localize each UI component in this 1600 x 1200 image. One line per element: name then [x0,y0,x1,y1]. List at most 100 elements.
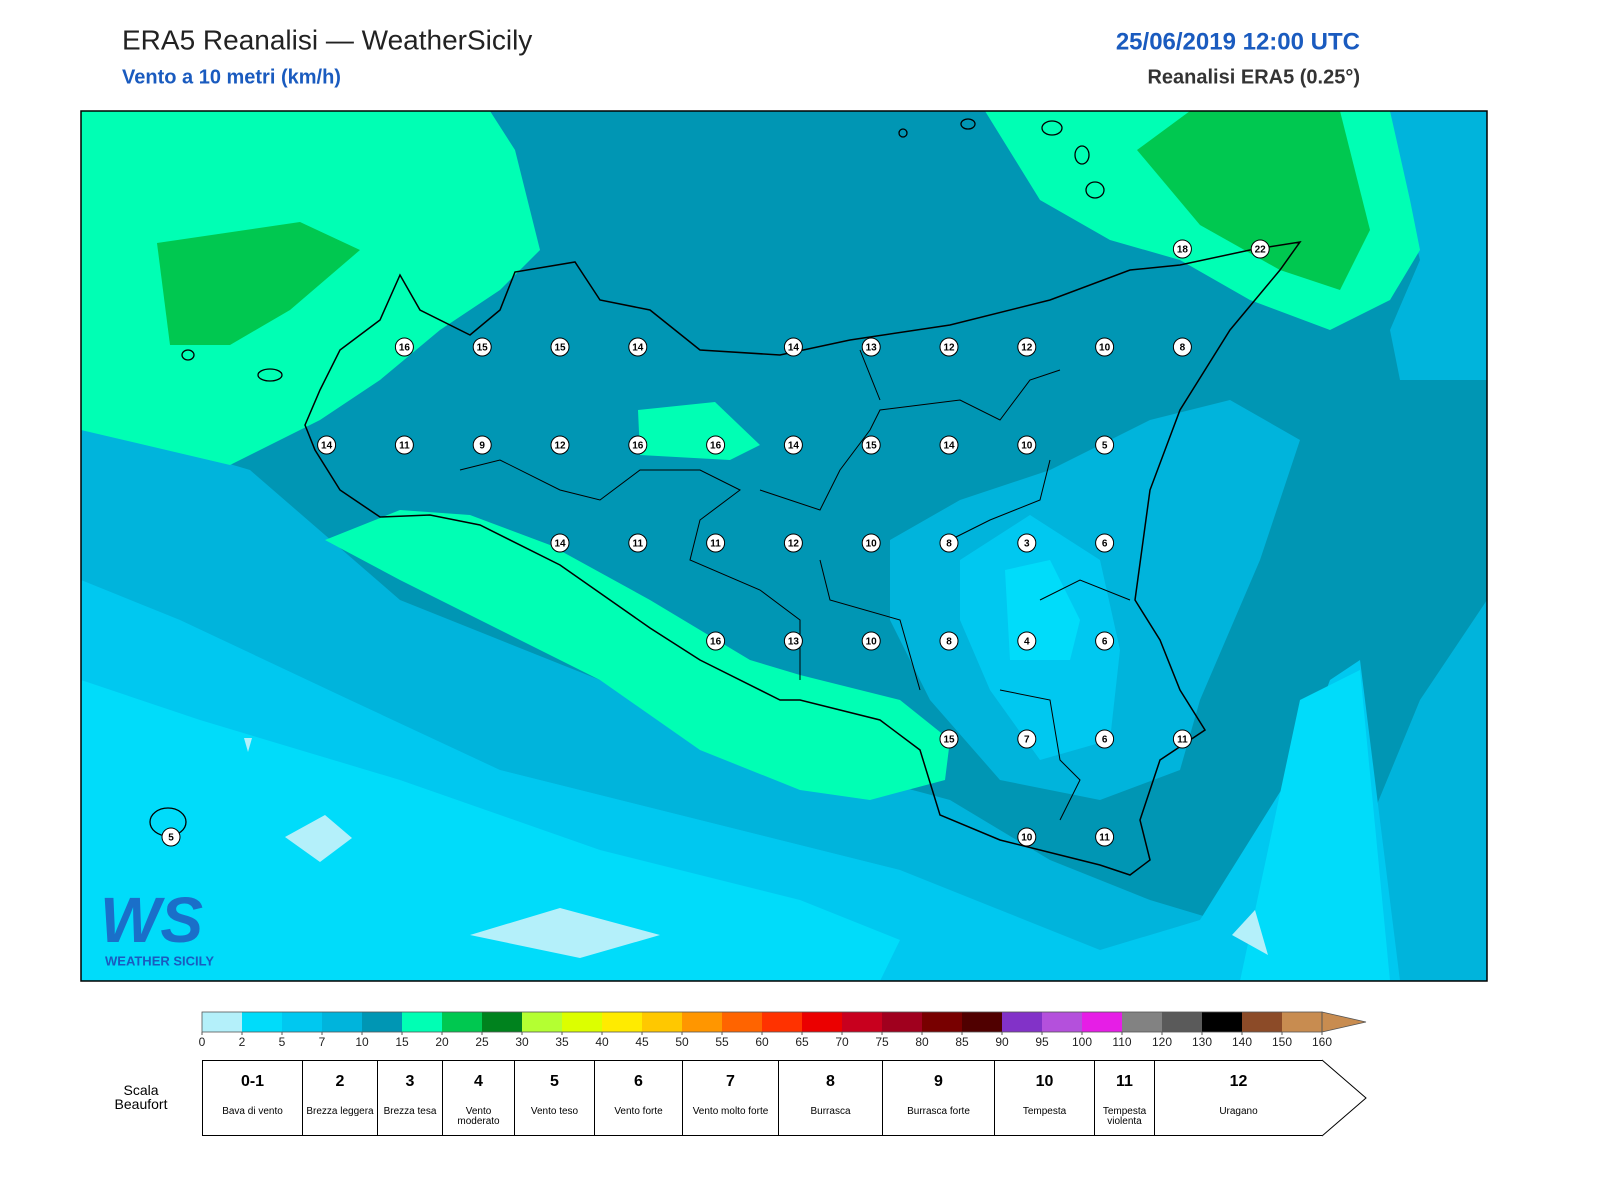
station-value: 8 [946,637,952,648]
beaufort-label: Brezza leggera [306,1106,374,1117]
beaufort-force: 8 [826,1073,835,1090]
colorbar-tick-label: 150 [1272,1035,1292,1049]
colorbar-cell [402,1012,442,1032]
colorbar-tick-label: 7 [319,1035,326,1049]
station-value: 11 [633,539,644,550]
station-value: 14 [788,441,800,452]
station-value: 11 [1099,833,1110,844]
beaufort-level: 9 Burrasca forte [882,1060,994,1136]
colorbar-cell [682,1012,722,1032]
station-value: 11 [399,441,410,452]
colorbar-cell [322,1012,362,1032]
beaufort-level: 12 Uragano [1154,1060,1322,1136]
beaufort-label: Bava di vento [222,1106,283,1117]
station-value: 11 [710,539,721,550]
field [244,738,252,752]
station-value: 15 [477,343,489,354]
station-marker [1017,533,1037,553]
station-marker [939,729,959,749]
beaufort-force: 2 [335,1073,345,1090]
station-value: 8 [946,539,952,550]
station-value: 16 [710,441,722,452]
station-marker [1017,631,1037,651]
field [1232,910,1268,955]
logo: WS [100,884,203,956]
colorbar-cell [1162,1012,1202,1032]
colorbar-cell [242,1012,282,1032]
colorbar-cell [1042,1012,1082,1032]
beaufort-label: Burrasca forte [907,1106,970,1117]
beaufort-label: Brezza tesa [383,1106,437,1117]
station-value: 22 [1255,245,1267,256]
beaufort-label: Uragano [1219,1106,1258,1117]
field [1137,111,1370,290]
coastline [304,240,1302,876]
date: 25/06/2019 12:00 UTC [1116,28,1360,55]
colorbar-cell [1122,1012,1162,1032]
station-marker [939,435,959,455]
station-value: 8 [1180,343,1186,354]
colorbar-cell [762,1012,802,1032]
station-value: 15 [554,343,566,354]
station-value: 6 [1102,637,1108,648]
beaufort-force: 3 [405,1073,415,1090]
station-value: 10 [1021,441,1033,452]
station-value: 4 [1024,637,1030,648]
station-value: 10 [1099,343,1111,354]
station-value: 15 [943,735,955,746]
station-value: 15 [866,441,878,452]
station-value: 5 [168,833,174,844]
beaufort-label: Vento molto forte [692,1106,769,1117]
beaufort-force: 12 [1229,1073,1248,1090]
station-value: 7 [1024,735,1030,746]
field [470,908,660,958]
beaufort-level: 8 Burrasca [778,1060,882,1136]
colorbar-tick-label: 50 [675,1035,689,1049]
station-marker [861,337,881,357]
colorbar: 0 2 5 7 10 15 20 25 30 35 40 45 50 55 60 65 70 75 80 85 90 95… [199,1011,1367,1049]
colorbar-extend [1321,1011,1367,1033]
field [157,222,360,345]
station-marker [939,533,959,553]
station-value: 12 [554,441,566,452]
station-marker [783,337,803,357]
station-marker [550,337,570,357]
map-frame [80,110,1488,982]
beaufort-level: 4 Vento moderato [442,1060,514,1136]
station-marker [1095,533,1115,553]
beaufort-label: Tempesta violenta [1102,1106,1147,1127]
station-marker [628,435,648,455]
colorbar-cell [1082,1012,1122,1032]
islands [149,118,1105,837]
station-marker [1095,827,1115,847]
colorbar-tick-label: 75 [875,1035,889,1049]
colorbar-tick-label: 65 [795,1035,809,1049]
beaufort-label: Vento moderato [457,1106,500,1127]
beaufort-level: 3 Brezza tesa [377,1060,442,1136]
subtitle: Vento a 10 metri (km/h) [122,66,341,88]
colorbar-cell [362,1012,402,1032]
colorbar-cell [562,1012,602,1032]
station-marker [394,435,414,455]
station-value: 10 [866,539,878,550]
colorbar-tick-label: 2 [239,1035,246,1049]
colorbar-cell [882,1012,922,1032]
station-marker [628,533,648,553]
colorbar-tick-label: 55 [715,1035,729,1049]
station-marker [394,337,414,357]
station-marker [1250,239,1270,259]
beaufort-force: 10 [1035,1073,1054,1090]
field [1240,670,1390,981]
station-marker [1017,435,1037,455]
beaufort-force: 0-1 [240,1073,265,1090]
map: 18 22 16 15 15 14 14 13 12 12 10 8 14 11 9 12 16 16 14 15 14… [81,111,1487,981]
station-value: 13 [866,343,878,354]
beaufort-level: 2 Brezza leggera [302,1060,377,1136]
station-marker [550,435,570,455]
station-marker [628,337,648,357]
colorbar-tick-label: 5 [279,1035,286,1049]
colorbar-tick-label: 90 [995,1035,1009,1049]
station-value: 10 [866,637,878,648]
station-value: 11 [1177,735,1188,746]
station-value: 3 [1024,539,1030,550]
